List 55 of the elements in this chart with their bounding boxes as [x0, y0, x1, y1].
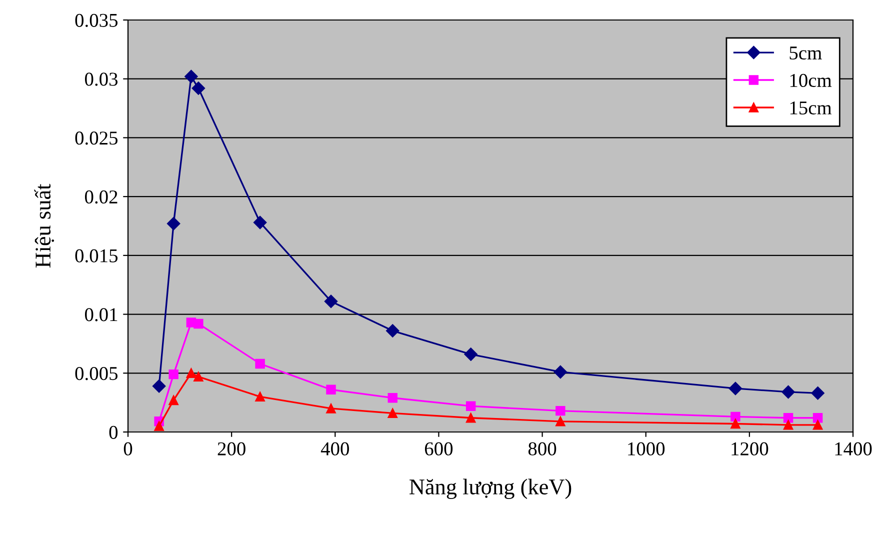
- point: [783, 420, 794, 430]
- point: [152, 380, 166, 393]
- point: [466, 401, 476, 411]
- point: [154, 421, 164, 431]
- point: [730, 412, 740, 422]
- point: [166, 217, 180, 230]
- x-tick-label: 1400: [835, 442, 872, 456]
- point: [255, 358, 265, 369]
- x-tick-label: 1200: [732, 442, 768, 456]
- x-tick-label: 400: [320, 442, 349, 456]
- point: [466, 413, 476, 423]
- point: [253, 216, 267, 230]
- x-axis-title: Năng lượng (keV): [410, 478, 572, 500]
- y-tick-label: 0.02: [84, 190, 118, 204]
- x-tick-label: 200: [218, 442, 246, 456]
- y-tick-label: 0.03: [84, 72, 118, 86]
- point: [556, 416, 566, 426]
- x-tick-label: 1000: [628, 442, 665, 456]
- point: [324, 294, 338, 308]
- point: [386, 324, 400, 338]
- point: [388, 393, 398, 403]
- legend-label: 10cm: [790, 74, 832, 88]
- y-tick-label: 0.015: [75, 249, 118, 262]
- x-tick-label: 800: [528, 442, 556, 456]
- point: [326, 404, 336, 414]
- point: [812, 420, 823, 430]
- point: [554, 365, 567, 379]
- y-tick-label: 0.01: [84, 308, 118, 322]
- point: [184, 70, 198, 84]
- point: [812, 413, 823, 423]
- point: [186, 368, 196, 378]
- point: [730, 418, 740, 429]
- point: [255, 392, 265, 402]
- y-tick-label: 0.035: [75, 14, 118, 28]
- point: [783, 413, 794, 423]
- x-tick-label: 600: [424, 442, 453, 456]
- y-tick-label: 0: [109, 426, 118, 439]
- point: [326, 384, 336, 394]
- point: [811, 386, 824, 400]
- point: [194, 318, 204, 329]
- point: [464, 348, 478, 361]
- legend-label: 15cm: [790, 101, 832, 114]
- point: [782, 385, 795, 399]
- point: [168, 369, 178, 380]
- y-tick-label: 0.025: [75, 132, 118, 145]
- point: [168, 395, 178, 406]
- point: [728, 382, 742, 396]
- point: [192, 82, 206, 95]
- x-tick-label: 0: [124, 442, 132, 456]
- legend-label: 5cm: [790, 46, 822, 60]
- point: [556, 406, 566, 416]
- y-tick-label: 0.005: [75, 366, 118, 380]
- point: [194, 372, 204, 382]
- point: [388, 408, 398, 418]
- y-axis-title: Hiệu suất: [34, 184, 54, 268]
